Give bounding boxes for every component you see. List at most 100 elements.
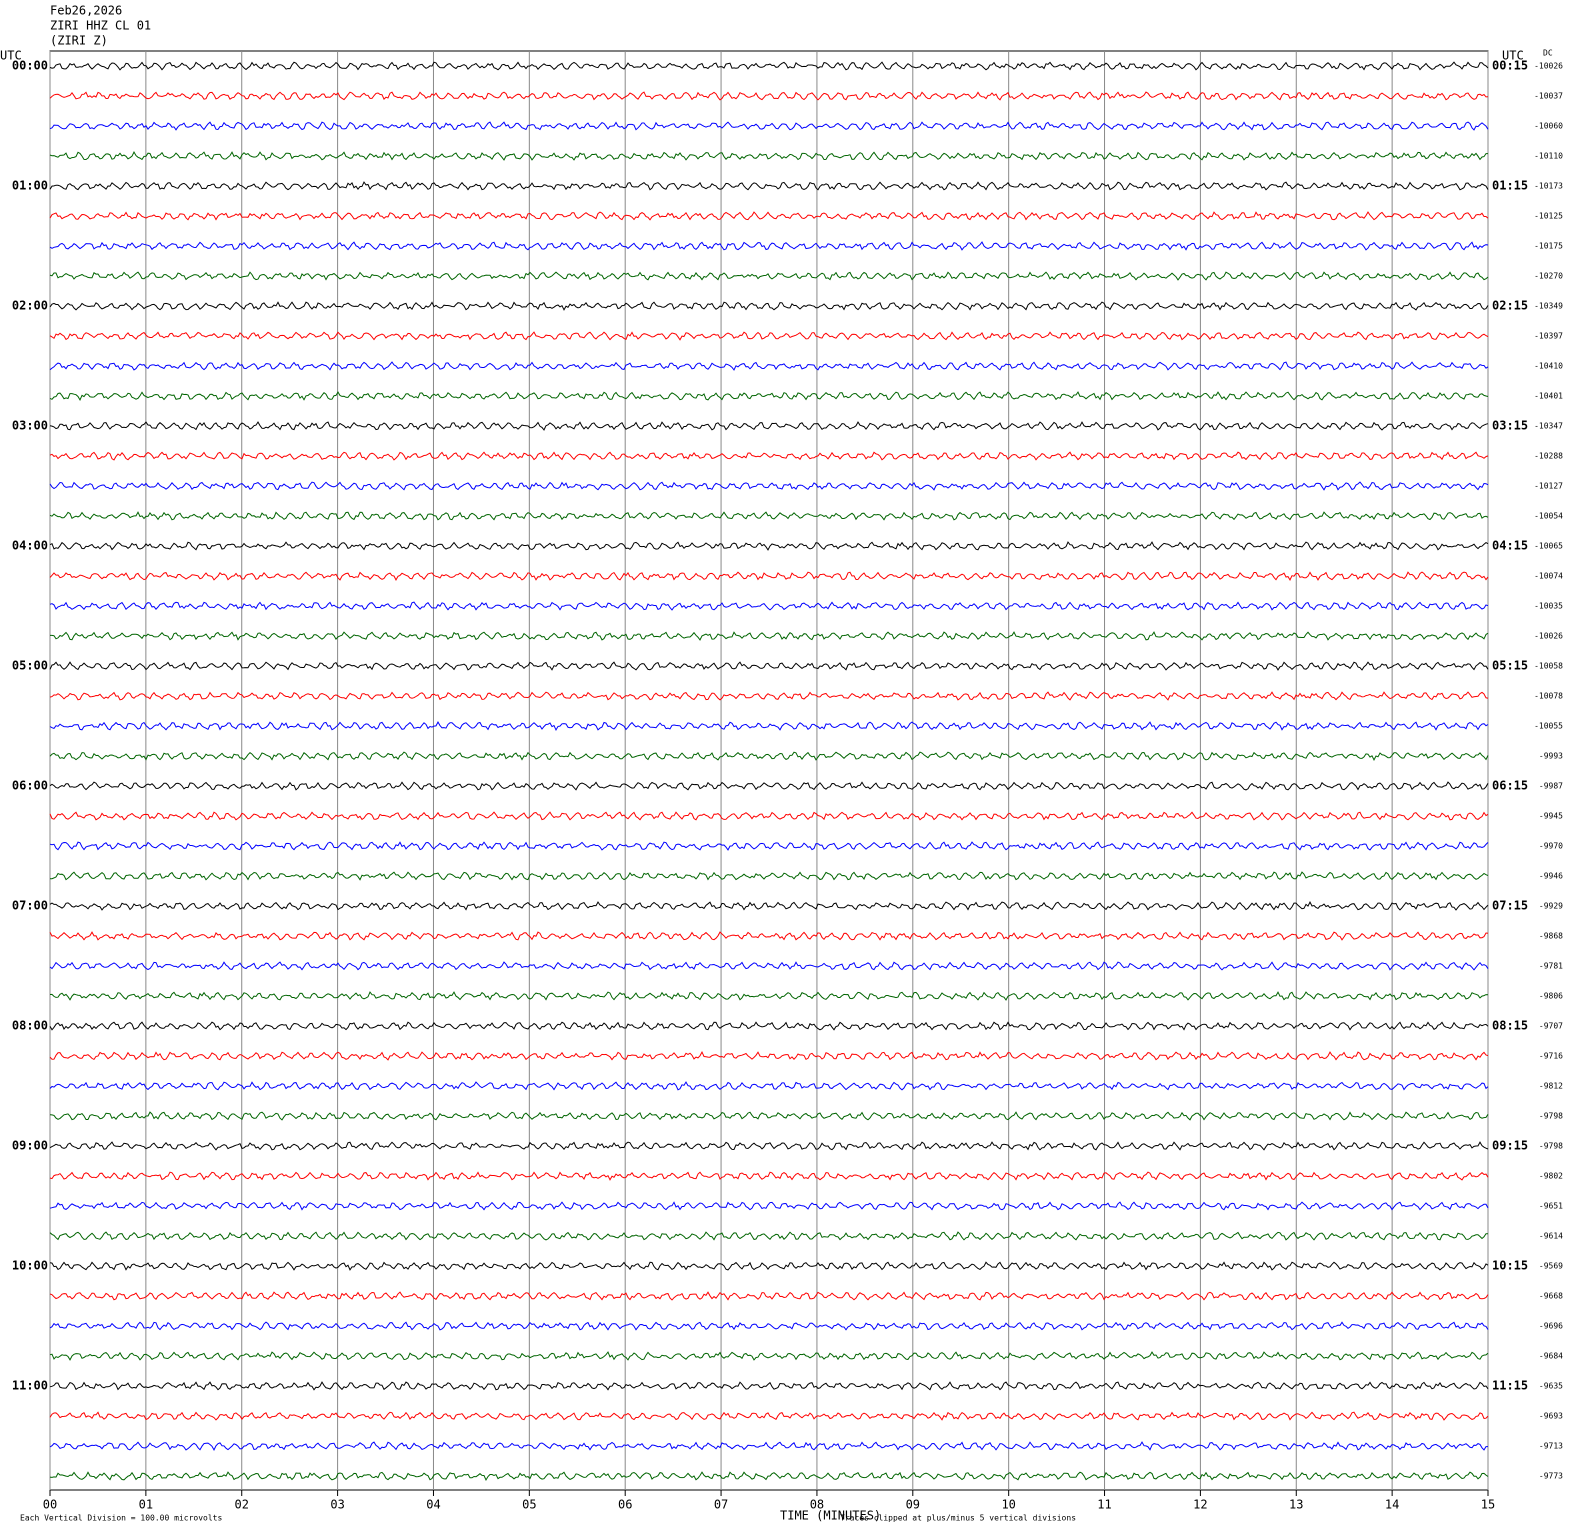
trace [49,121,1489,131]
trace [49,1050,1489,1061]
trace [49,331,1489,341]
row-label-left: 01:00 [12,179,48,193]
row-label-left: 03:00 [12,419,48,433]
scale-note: Each Vertical Division = 100.00 microvol… [20,1514,222,1523]
dc-value: -9693 [1539,1412,1563,1421]
row-label-left: 05:00 [12,659,48,673]
dc-value: -10055 [1534,722,1563,731]
trace [49,421,1489,431]
dc-value: -9802 [1539,1172,1563,1181]
dc-value: -9773 [1539,1472,1563,1481]
trace [49,991,1489,1001]
row-label-left: 08:00 [12,1019,48,1033]
row-label-right: 06:15 [1492,779,1528,793]
dc-value: -10410 [1534,362,1563,371]
dc-value: -9684 [1539,1352,1563,1361]
station: ZIRI HHZ CL 01 [50,19,151,33]
dc-value: -9812 [1539,1082,1563,1091]
trace [49,721,1489,731]
trace [49,691,1489,701]
dc-value: -10270 [1534,272,1563,281]
trace [49,61,1489,71]
dc-value: -10060 [1534,122,1563,131]
row-label-left: 02:00 [12,299,48,313]
dc-value: -9798 [1539,1142,1563,1151]
trace [49,661,1489,671]
x-tick-label: 06 [618,1498,632,1512]
row-label-right: 09:15 [1492,1139,1528,1153]
dc-value: -9946 [1539,872,1563,881]
trace [49,1081,1489,1091]
x-tick-label: 05 [522,1498,536,1512]
dc-value: -9945 [1539,812,1563,821]
dc-value: -10078 [1534,692,1563,701]
row-label-left: 04:00 [12,539,48,553]
trace [49,571,1489,581]
x-tick-label: 02 [235,1498,249,1512]
trace [49,1351,1489,1361]
trace [49,181,1489,191]
dc-value: -10349 [1534,302,1563,311]
dc-value: -10288 [1534,452,1563,461]
x-tick-label: 01 [139,1498,153,1512]
x-tick-label: 13 [1289,1498,1303,1512]
dc-value: -10065 [1534,542,1563,551]
trace [49,1141,1489,1151]
trace [49,1471,1489,1481]
dc-title: DC [1543,49,1553,58]
row-label-left: 00:00 [12,59,48,73]
dc-value: -10127 [1534,482,1563,491]
trace [49,211,1489,221]
trace [49,811,1489,821]
x-tick-label: 11 [1097,1498,1111,1512]
trace [49,481,1489,491]
dc-value: -9696 [1539,1322,1563,1331]
x-tick-label: 04 [426,1498,440,1512]
trace [49,151,1488,161]
dc-value: -9713 [1539,1442,1563,1451]
component: (ZIRI Z) [50,34,108,48]
row-label-right: 11:15 [1492,1379,1528,1393]
x-tick-label: 09 [906,1498,920,1512]
row-label-right: 07:15 [1492,899,1528,913]
trace [49,961,1489,971]
trace [49,511,1489,521]
trace [49,601,1489,611]
trace [49,361,1489,371]
dc-value: -9707 [1539,1022,1563,1031]
dc-value: -9668 [1539,1292,1563,1301]
plot-frame [49,50,1489,1491]
trace [49,1171,1489,1181]
row-label-left: 11:00 [12,1379,48,1393]
dc-value: -9993 [1539,752,1563,761]
trace [49,1111,1489,1121]
trace [49,91,1489,101]
trace [49,781,1489,791]
dc-value: -9868 [1539,932,1563,941]
trace [49,1201,1489,1211]
trace [49,1321,1489,1331]
trace [49,451,1489,461]
row-label-left: 09:00 [12,1139,48,1153]
row-label-right: 03:15 [1492,419,1528,433]
row-label-left: 10:00 [12,1259,48,1273]
x-tick-label: 08 [810,1498,824,1512]
dc-value: -10125 [1534,212,1563,221]
row-label-right: 04:15 [1492,539,1528,553]
trace [49,301,1489,311]
dc-value: -10026 [1534,62,1563,71]
row-label-right: 00:15 [1492,59,1528,73]
right-axis-title: UTC [1502,49,1524,63]
dc-value: -9798 [1539,1112,1563,1121]
dc-value: -10110 [1534,152,1563,161]
dc-value: -10026 [1534,632,1563,641]
trace [49,1411,1489,1421]
dc-value: -9806 [1539,992,1563,1001]
dc-value: -10035 [1534,602,1563,611]
trace [49,931,1489,941]
trace [49,900,1489,911]
clip-note: Traces clipped at plus/minus 5 vertical … [840,1514,1076,1523]
dc-value: -10037 [1534,92,1563,101]
dc-value: -9970 [1539,842,1563,851]
trace [49,271,1489,281]
